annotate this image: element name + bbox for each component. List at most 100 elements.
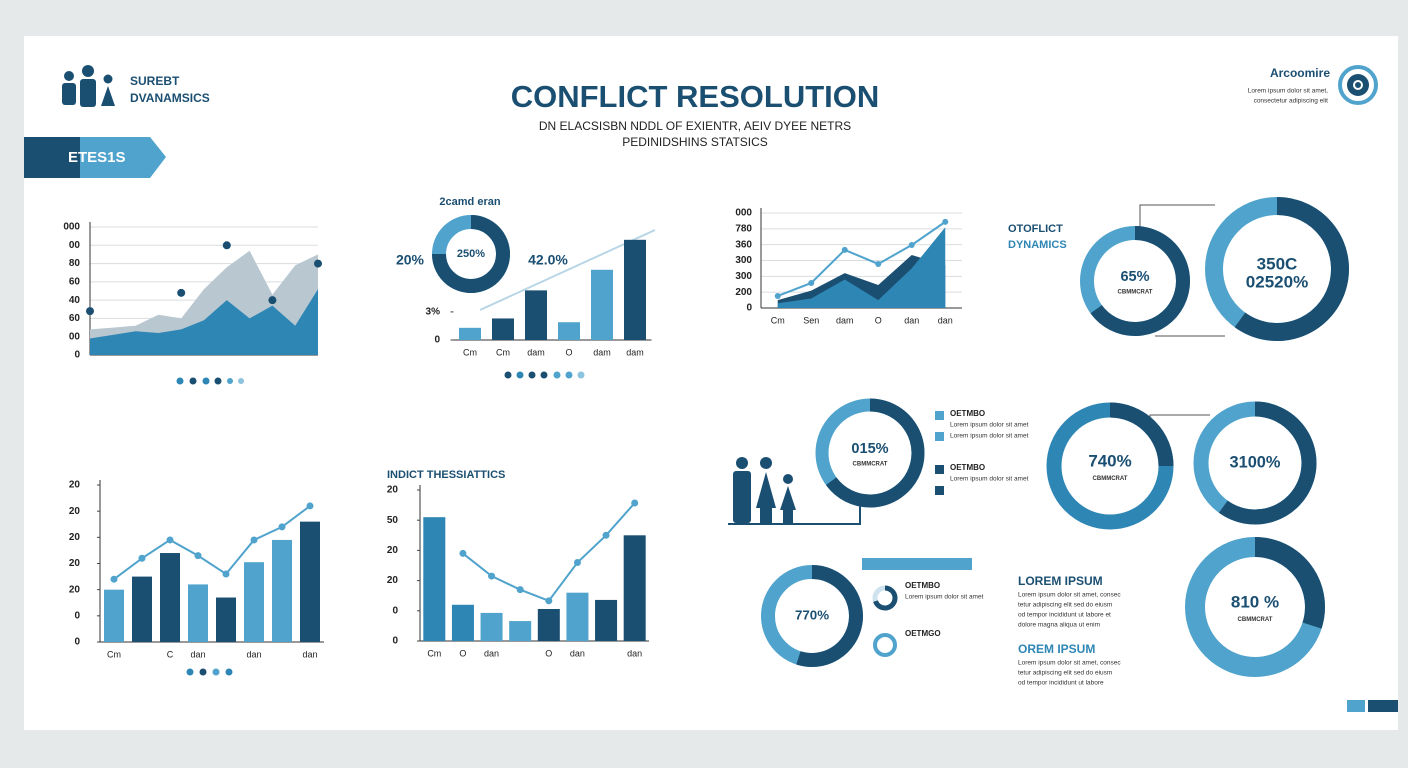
x-tick-label: Cm <box>427 648 441 658</box>
point <box>306 502 314 510</box>
x-tick-label: Cm <box>496 347 510 357</box>
y-tick-label: 300 <box>735 271 752 282</box>
x-tick-label: dan <box>904 315 919 325</box>
block-heading: OREM IPSUM <box>1018 642 1095 656</box>
point <box>602 531 610 539</box>
x-tick-label: dan <box>190 649 205 659</box>
bar <box>451 604 474 641</box>
point <box>86 307 94 316</box>
point <box>250 536 258 544</box>
bar <box>537 608 560 641</box>
legend-label: OETMGO <box>905 629 941 638</box>
bar <box>595 599 618 641</box>
decor-square <box>1368 700 1398 712</box>
y-tick-label: 0 <box>392 605 398 616</box>
donut-arc <box>825 398 925 508</box>
donut-arc <box>1234 197 1349 341</box>
bar <box>480 612 503 641</box>
people-icon <box>733 457 796 523</box>
corner-text: consectetur adipiscing elit <box>1254 98 1329 105</box>
donut-arc <box>1090 226 1190 336</box>
section-title: DYNAMICS <box>1008 239 1067 251</box>
point <box>516 586 524 594</box>
donut-arc <box>796 565 863 667</box>
x-tick-label: Cm <box>107 649 121 659</box>
bar <box>623 535 646 641</box>
donut-arc <box>432 215 510 293</box>
block-line: Lorem ipsum dolor sit amet, consec <box>1018 592 1121 599</box>
y-tick-label: 0 <box>392 636 398 647</box>
block-line: od tempor incididunt ut labore <box>1018 680 1104 687</box>
donut-sublabel: CBMMCRAT <box>1118 289 1153 295</box>
y-tick-label: 20 <box>69 532 81 543</box>
bar <box>558 322 580 340</box>
block-line: tetur adipiscing elit sed do eiusm <box>1018 670 1112 677</box>
y-tick-label: 80 <box>69 258 81 269</box>
people-icon <box>62 65 115 107</box>
donut-label: 65% <box>1120 269 1149 285</box>
y-tick-label: 0 <box>746 303 752 314</box>
pager-dots <box>176 371 585 676</box>
chart-title: INDICT THESSIATTICS <box>387 469 505 481</box>
legend-swatch <box>935 432 944 441</box>
point <box>942 218 949 225</box>
y-tick-label: 60 <box>69 313 81 324</box>
point <box>488 572 496 580</box>
point <box>545 597 553 605</box>
bar <box>566 592 589 641</box>
legend-text: Lorem ipsum dolor sit amet <box>950 476 1029 483</box>
decor-bar <box>862 558 972 570</box>
y-tick-label: 20 <box>69 506 81 517</box>
donut-arc <box>873 633 897 657</box>
point <box>573 558 581 566</box>
annotation: 20% <box>396 252 425 268</box>
donut-arc <box>1109 402 1174 467</box>
x-tick-label: dan <box>938 315 953 325</box>
donut-sublabel: CBMMCRAT <box>1238 617 1273 623</box>
x-tick-label: O <box>565 347 572 357</box>
donut-label: 770% <box>795 608 829 623</box>
bar <box>624 239 646 340</box>
line <box>113 505 311 581</box>
y-tick-label: 3% <box>426 307 441 318</box>
ribbon-text: ETES1S <box>68 149 126 166</box>
x-tick-label: dan <box>484 648 499 658</box>
decor-square <box>1347 700 1365 712</box>
point <box>875 260 882 267</box>
block-line: od tempor incididunt ut labore et <box>1018 612 1111 619</box>
corner-text: Lorem ipsum dolor sit amet, <box>1248 88 1328 95</box>
y-tick-label: 20 <box>387 575 399 586</box>
x-tick-label: O <box>459 648 466 658</box>
donut-arc <box>1254 537 1325 629</box>
title: CONFLICT RESOLUTION <box>511 79 880 114</box>
donut-label: 015% <box>851 441 888 457</box>
x-tick-label: dam <box>836 315 854 325</box>
donut-label: 02520% <box>1246 273 1308 292</box>
point <box>631 499 639 507</box>
y-tick-label: 360 <box>735 239 752 250</box>
y-tick-label: 0 <box>74 637 80 648</box>
y-tick-label: 20 <box>69 480 81 491</box>
x-tick-label: dam <box>626 347 644 357</box>
y-tick-label: 000 <box>735 208 752 219</box>
point <box>459 549 467 557</box>
point <box>808 279 815 286</box>
bar <box>272 539 292 642</box>
donut-label: 250% <box>457 248 485 260</box>
donut-sublabel: CBMMCRAT <box>1093 476 1128 482</box>
line <box>777 221 946 297</box>
legend-label: OETMBO <box>950 409 985 418</box>
y-tick-label: 300 <box>735 255 752 266</box>
block-line: Lorem ipsum dolor sit amet, consec <box>1018 660 1121 667</box>
x-tick-label: O <box>545 648 552 658</box>
point <box>166 536 174 544</box>
y-tick-label: 00 <box>69 240 81 251</box>
y-tick-label: 0 <box>434 335 440 346</box>
x-tick-label: Cm <box>463 347 477 357</box>
point <box>268 296 277 305</box>
bar <box>216 597 236 642</box>
bar <box>188 584 208 642</box>
brand: DVANAMSICS <box>130 91 210 105</box>
x-tick-label: Cm <box>771 315 785 325</box>
